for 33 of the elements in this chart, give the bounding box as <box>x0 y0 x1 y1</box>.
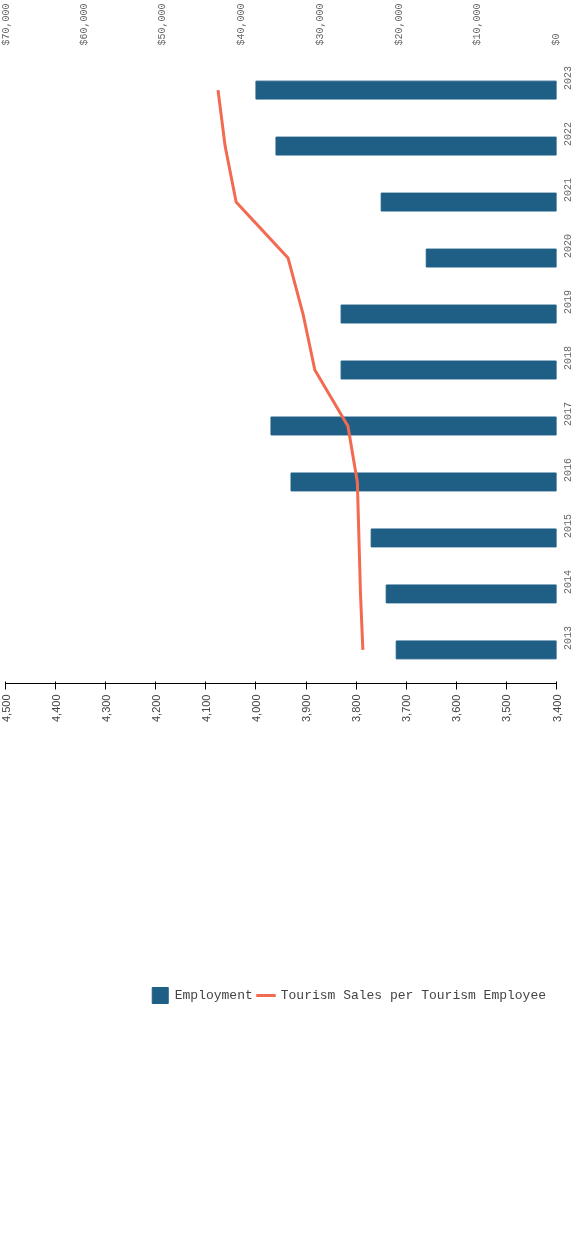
y-tick-label: 2014 <box>563 569 574 594</box>
x2-tick-label: $70,000 <box>0 3 12 46</box>
x-tick-label: 4,200 <box>149 694 162 723</box>
x-tick-label: 4,300 <box>99 694 112 723</box>
x2-tick-label: $40,000 <box>236 3 248 46</box>
x-tick-label: 4,400 <box>49 694 62 723</box>
y-tick-label: 2019 <box>563 290 574 315</box>
y-tick-label: 2015 <box>563 513 574 538</box>
y-tick-label: 2018 <box>563 345 574 370</box>
x-tick-label: 4,500 <box>0 694 12 723</box>
x-tick-label: 4,100 <box>199 694 212 723</box>
y-tick-label: 2021 <box>563 178 574 203</box>
x2-tick-label: $20,000 <box>393 3 405 46</box>
y-tick-label: 2013 <box>563 625 574 650</box>
x2-tick-label: $50,000 <box>157 3 169 46</box>
x-tick-label: 3,700 <box>400 694 413 723</box>
x2-tick-label: $10,000 <box>472 3 484 46</box>
x-tick-label: 3,800 <box>350 694 363 723</box>
x-tick-label: 3,500 <box>500 694 513 723</box>
legend-label: Tourism Sales per Tourism Employee <box>280 987 546 1003</box>
y-tick-label: 2022 <box>563 122 574 147</box>
legend-label: Employment <box>174 987 253 1003</box>
x2-tick-label: $60,000 <box>78 3 90 46</box>
y-tick-label: 2017 <box>563 401 574 426</box>
x-tick-label: 3,400 <box>550 694 563 723</box>
x2-tick-label: $0 <box>551 33 562 46</box>
x-tick-label: 3,600 <box>450 694 463 723</box>
x2-tick-label: $30,000 <box>314 3 326 46</box>
y-tick-label: 2020 <box>563 234 574 259</box>
y-tick-label: 2016 <box>563 457 574 482</box>
x-tick-label: 3,900 <box>300 694 313 723</box>
y-tick-label: 2023 <box>563 66 574 91</box>
x-tick-label: 4,000 <box>249 694 262 723</box>
